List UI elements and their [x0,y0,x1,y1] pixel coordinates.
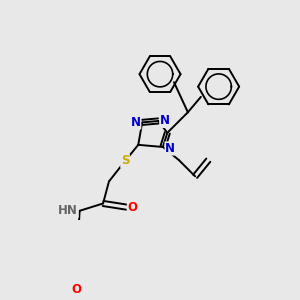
Text: N: N [160,115,170,128]
Text: HN: HN [58,204,78,217]
Text: S: S [121,154,129,167]
Text: N: N [131,116,141,129]
Text: O: O [71,284,81,296]
Text: O: O [128,201,137,214]
Text: N: N [165,142,175,155]
